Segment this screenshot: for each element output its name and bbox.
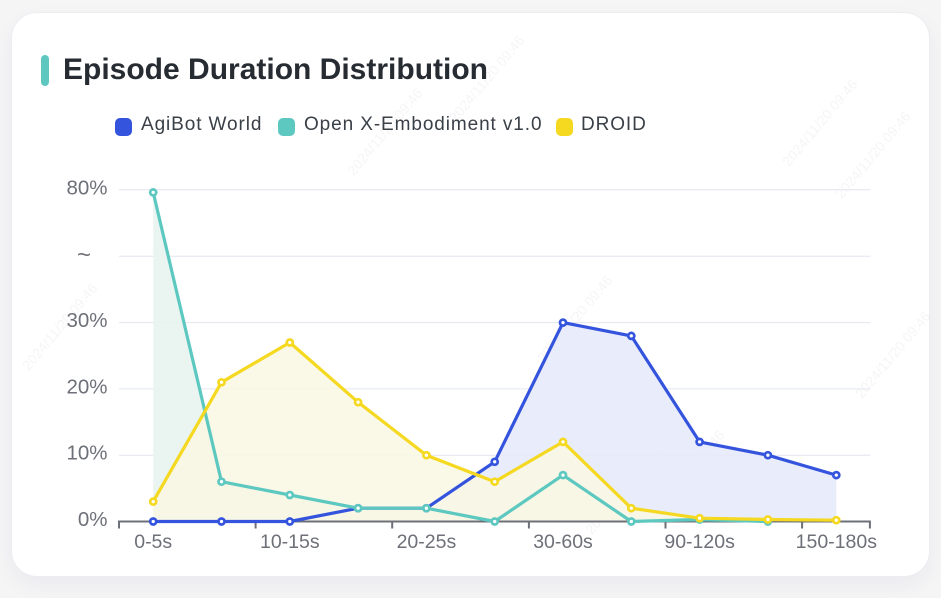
svg-text:~: ~ (77, 242, 91, 269)
svg-text:30-60s: 30-60s (533, 531, 593, 553)
svg-text:20-25s: 20-25s (397, 531, 457, 553)
svg-text:30%: 30% (66, 309, 107, 332)
svg-text:20%: 20% (66, 376, 107, 399)
svg-text:0%: 0% (78, 508, 108, 531)
svg-text:10%: 10% (66, 442, 107, 465)
svg-text:80%: 80% (66, 177, 107, 200)
svg-text:0-5s: 0-5s (134, 531, 172, 553)
svg-text:90-120s: 90-120s (664, 531, 735, 553)
svg-text:150-180s: 150-180s (796, 531, 878, 553)
svg-text:10-15s: 10-15s (260, 531, 320, 553)
